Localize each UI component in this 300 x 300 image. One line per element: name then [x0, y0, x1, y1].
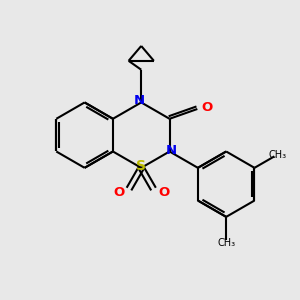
Text: S: S: [136, 159, 146, 173]
Text: CH₃: CH₃: [217, 238, 235, 248]
Text: N: N: [166, 143, 177, 157]
Text: CH₃: CH₃: [268, 150, 286, 160]
Text: O: O: [158, 185, 169, 199]
Text: N: N: [134, 94, 145, 107]
Text: O: O: [113, 185, 124, 199]
Text: O: O: [201, 101, 212, 114]
